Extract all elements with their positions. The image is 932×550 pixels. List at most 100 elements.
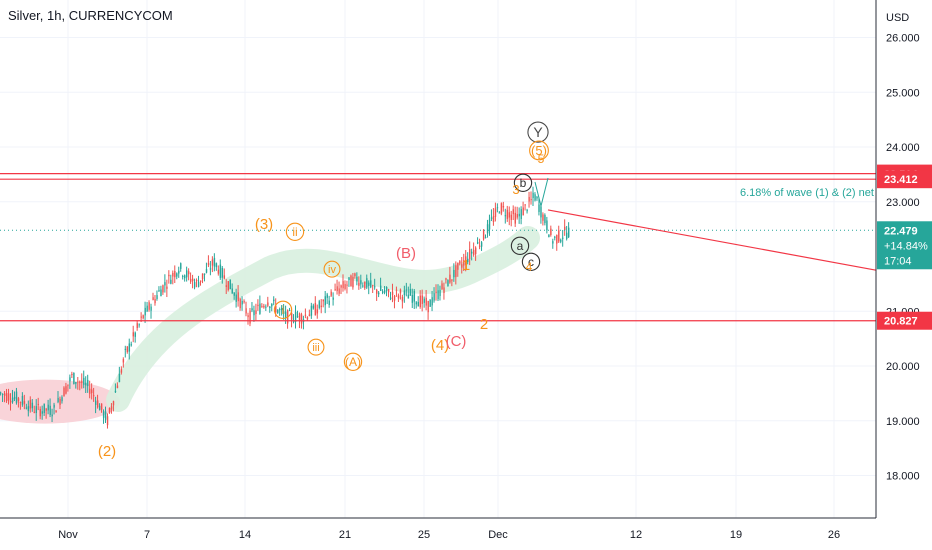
candle-body — [112, 401, 115, 406]
candle-body — [197, 282, 200, 287]
candle-body — [251, 308, 253, 311]
candle-body — [566, 232, 568, 239]
annotation-marker — [534, 177, 549, 207]
candle-body — [201, 273, 204, 280]
candle-body — [45, 408, 47, 411]
candle-body — [13, 396, 16, 399]
candle-body — [53, 404, 55, 408]
candle-body — [211, 259, 214, 266]
wave-label: 4 — [526, 260, 533, 274]
candle-body — [407, 294, 410, 299]
candle-body — [492, 216, 495, 222]
price-label-box — [877, 170, 932, 189]
candle-body — [190, 278, 192, 282]
candle-body — [318, 301, 321, 308]
wave-label: iv — [328, 264, 336, 276]
candle-body — [306, 317, 309, 320]
candle-body — [144, 307, 146, 316]
candle-body — [480, 242, 483, 247]
candle-body — [215, 263, 218, 268]
candle-body — [395, 289, 398, 291]
candle-body — [273, 299, 275, 302]
candle-body — [168, 274, 170, 277]
wave-label: 2 — [480, 316, 488, 333]
wave-label-ring — [273, 300, 293, 319]
candle-body — [87, 379, 89, 387]
candle-body — [162, 285, 164, 293]
candle-body — [65, 386, 67, 394]
candle-body — [556, 234, 558, 244]
trendline[interactable] — [547, 209, 877, 271]
candle-body — [463, 260, 465, 266]
wave-label-ring — [323, 260, 341, 278]
candle-body — [193, 282, 196, 288]
candle-body — [164, 282, 166, 286]
candle-body — [116, 385, 119, 389]
candle-body — [459, 261, 461, 264]
candle-body — [296, 316, 299, 318]
candle-body — [245, 308, 247, 314]
candle-body — [498, 212, 501, 214]
candle-body — [134, 332, 136, 337]
candle-body — [191, 278, 194, 282]
candle-body — [1, 393, 4, 395]
candle-body — [366, 278, 368, 288]
candle-body — [356, 276, 358, 282]
candle-body — [344, 284, 346, 290]
candle-body — [33, 411, 36, 413]
candle-body — [409, 288, 412, 296]
candle-body — [148, 302, 150, 310]
candle-body — [312, 305, 315, 309]
candle-body — [372, 285, 374, 287]
candle-body — [243, 301, 245, 303]
candle-body — [429, 299, 431, 307]
candle-body — [9, 400, 12, 403]
candle-body — [482, 229, 485, 240]
time-axis-tick: 7 — [144, 529, 150, 541]
candle-body — [219, 264, 222, 278]
candle-body — [225, 285, 228, 287]
candle-body — [300, 314, 303, 324]
candle-body — [516, 214, 518, 218]
candle-body — [558, 230, 560, 242]
candle-body — [71, 373, 73, 376]
candle-body — [554, 236, 556, 238]
candle-body — [213, 257, 216, 267]
candle-body — [31, 402, 34, 409]
candle-body — [172, 272, 174, 277]
candle-body — [93, 395, 95, 397]
candle-body — [271, 303, 273, 307]
candle-body — [253, 310, 255, 316]
candle-body — [338, 288, 340, 294]
candle-body — [475, 247, 477, 255]
candle-body — [401, 296, 404, 302]
candle-body — [279, 309, 281, 311]
time-axis[interactable] — [0, 518, 876, 550]
wave-label-ring — [529, 140, 549, 161]
candle-body — [389, 297, 392, 300]
wave-label: (2) — [98, 443, 116, 460]
candle-body — [378, 292, 380, 295]
candle-body — [550, 228, 552, 235]
candle-body — [500, 203, 503, 214]
candle-body — [433, 293, 435, 301]
wave-label: a — [517, 239, 524, 253]
candle-body — [546, 220, 548, 231]
wave-label: ii — [292, 225, 297, 239]
candle-body — [514, 212, 516, 224]
candle-body — [73, 372, 75, 384]
candle-body — [43, 403, 45, 413]
candle-body — [540, 206, 542, 218]
candle-body — [5, 393, 8, 401]
candle-body — [383, 290, 386, 293]
candle-body — [423, 298, 425, 303]
candle-body — [69, 377, 71, 382]
wave-label: 1 — [462, 257, 470, 274]
candle-body — [294, 312, 297, 322]
candle-body — [512, 209, 515, 215]
candle-body — [0, 392, 2, 394]
candle-body — [320, 305, 323, 307]
candle-body — [364, 281, 366, 289]
candle-body — [560, 239, 562, 242]
